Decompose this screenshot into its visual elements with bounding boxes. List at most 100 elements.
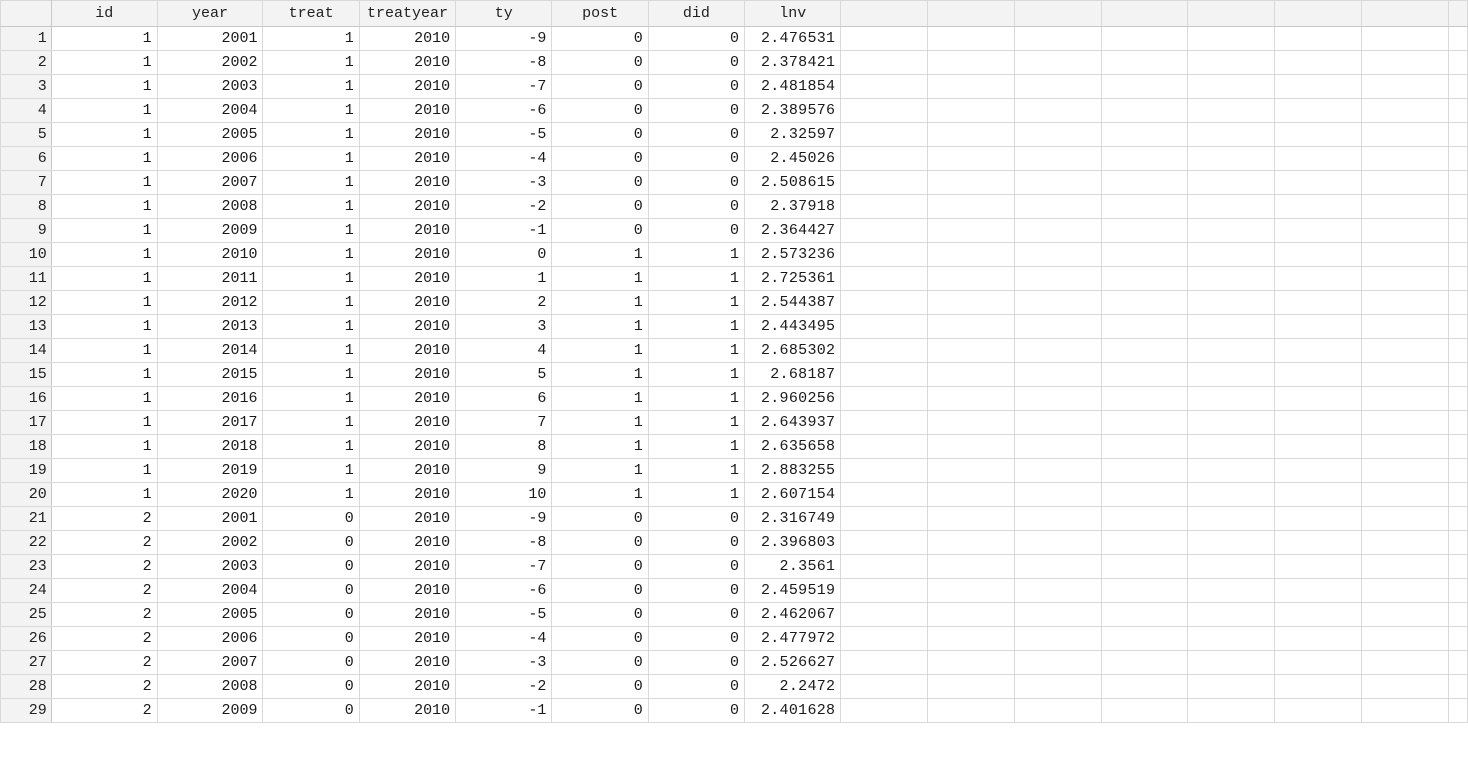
cell-treatyear[interactable]: 2010 bbox=[358, 434, 457, 459]
cell-lnv[interactable]: 2.68187 bbox=[744, 362, 842, 387]
empty-cell[interactable] bbox=[840, 698, 929, 723]
cell-id[interactable]: 1 bbox=[50, 434, 158, 459]
cell-did[interactable]: 0 bbox=[647, 122, 746, 147]
cell-ty[interactable]: -5 bbox=[455, 602, 553, 627]
cell-treat[interactable]: 1 bbox=[262, 74, 360, 99]
empty-cell[interactable] bbox=[1361, 410, 1449, 435]
empty-cell[interactable] bbox=[1274, 146, 1363, 171]
cell-post[interactable]: 0 bbox=[551, 98, 649, 123]
cell-ty[interactable]: 3 bbox=[455, 314, 553, 339]
cell-did[interactable]: 1 bbox=[647, 242, 746, 267]
cell-did[interactable]: 0 bbox=[647, 674, 746, 699]
cell-year[interactable]: 2012 bbox=[156, 290, 264, 315]
empty-cell[interactable] bbox=[1361, 26, 1449, 51]
cell-year[interactable]: 2019 bbox=[156, 458, 264, 483]
cell-did[interactable]: 1 bbox=[647, 362, 746, 387]
empty-cell[interactable] bbox=[1361, 194, 1449, 219]
cell-did[interactable]: 0 bbox=[647, 506, 746, 531]
empty-cell[interactable] bbox=[840, 530, 929, 555]
cell-treatyear[interactable]: 2010 bbox=[358, 74, 457, 99]
cell-treat[interactable]: 1 bbox=[262, 314, 360, 339]
column-header-treat[interactable]: treat bbox=[262, 0, 360, 27]
cell-id[interactable]: 2 bbox=[50, 650, 158, 675]
cell-treatyear[interactable]: 2010 bbox=[358, 578, 457, 603]
empty-column-header[interactable] bbox=[1361, 0, 1449, 27]
empty-column-header[interactable] bbox=[1274, 0, 1363, 27]
cell-treatyear[interactable]: 2010 bbox=[358, 626, 457, 651]
cell-did[interactable]: 0 bbox=[647, 194, 746, 219]
cell-treat[interactable]: 0 bbox=[262, 554, 360, 579]
empty-cell[interactable] bbox=[1013, 386, 1102, 411]
row-number[interactable]: 11 bbox=[0, 266, 52, 291]
cell-ty[interactable]: 0 bbox=[455, 242, 553, 267]
empty-cell[interactable] bbox=[927, 74, 1015, 99]
cell-post[interactable]: 0 bbox=[551, 602, 649, 627]
cell-id[interactable]: 1 bbox=[50, 218, 158, 243]
cell-treatyear[interactable]: 2010 bbox=[358, 242, 457, 267]
cell-year[interactable]: 2017 bbox=[156, 410, 264, 435]
empty-cell[interactable] bbox=[1274, 482, 1363, 507]
cell-treat[interactable]: 1 bbox=[262, 482, 360, 507]
empty-cell[interactable] bbox=[1100, 74, 1189, 99]
empty-cell[interactable] bbox=[840, 362, 929, 387]
empty-cell[interactable] bbox=[1447, 458, 1468, 483]
empty-cell[interactable] bbox=[1447, 98, 1468, 123]
cell-did[interactable]: 1 bbox=[647, 482, 746, 507]
cell-id[interactable]: 1 bbox=[50, 362, 158, 387]
empty-cell[interactable] bbox=[1361, 74, 1449, 99]
row-number[interactable]: 7 bbox=[0, 170, 52, 195]
cell-ty[interactable]: -8 bbox=[455, 530, 553, 555]
cell-did[interactable]: 0 bbox=[647, 218, 746, 243]
cell-ty[interactable]: 10 bbox=[455, 482, 553, 507]
empty-cell[interactable] bbox=[1361, 170, 1449, 195]
cell-treat[interactable]: 1 bbox=[262, 410, 360, 435]
cell-did[interactable]: 0 bbox=[647, 602, 746, 627]
empty-cell[interactable] bbox=[1013, 650, 1102, 675]
cell-post[interactable]: 0 bbox=[551, 530, 649, 555]
row-number[interactable]: 25 bbox=[0, 602, 52, 627]
empty-cell[interactable] bbox=[927, 482, 1015, 507]
empty-column-header[interactable] bbox=[927, 0, 1015, 27]
empty-cell[interactable] bbox=[1187, 218, 1276, 243]
empty-column-header[interactable] bbox=[1013, 0, 1102, 27]
cell-treatyear[interactable]: 2010 bbox=[358, 650, 457, 675]
empty-cell[interactable] bbox=[840, 506, 929, 531]
empty-cell[interactable] bbox=[1187, 626, 1276, 651]
cell-treatyear[interactable]: 2010 bbox=[358, 602, 457, 627]
empty-cell[interactable] bbox=[1447, 122, 1468, 147]
row-number[interactable]: 12 bbox=[0, 290, 52, 315]
empty-cell[interactable] bbox=[1361, 626, 1449, 651]
empty-cell[interactable] bbox=[1013, 266, 1102, 291]
empty-cell[interactable] bbox=[1013, 74, 1102, 99]
cell-id[interactable]: 1 bbox=[50, 386, 158, 411]
empty-cell[interactable] bbox=[1361, 290, 1449, 315]
cell-did[interactable]: 0 bbox=[647, 578, 746, 603]
empty-cell[interactable] bbox=[1100, 482, 1189, 507]
empty-cell[interactable] bbox=[927, 338, 1015, 363]
empty-cell[interactable] bbox=[1013, 554, 1102, 579]
cell-year[interactable]: 2005 bbox=[156, 122, 264, 147]
cell-post[interactable]: 0 bbox=[551, 674, 649, 699]
cell-did[interactable]: 0 bbox=[647, 26, 746, 51]
cell-year[interactable]: 2016 bbox=[156, 386, 264, 411]
cell-did[interactable]: 0 bbox=[647, 146, 746, 171]
cell-id[interactable]: 1 bbox=[50, 50, 158, 75]
empty-cell[interactable] bbox=[1100, 650, 1189, 675]
empty-cell[interactable] bbox=[927, 506, 1015, 531]
cell-treatyear[interactable]: 2010 bbox=[358, 482, 457, 507]
empty-cell[interactable] bbox=[840, 98, 929, 123]
row-number[interactable]: 6 bbox=[0, 146, 52, 171]
row-number[interactable]: 20 bbox=[0, 482, 52, 507]
cell-lnv[interactable]: 2.32597 bbox=[744, 122, 842, 147]
cell-lnv[interactable]: 2.685302 bbox=[744, 338, 842, 363]
empty-cell[interactable] bbox=[1100, 626, 1189, 651]
cell-post[interactable]: 0 bbox=[551, 146, 649, 171]
empty-cell[interactable] bbox=[1187, 170, 1276, 195]
empty-cell[interactable] bbox=[1447, 26, 1468, 51]
empty-cell[interactable] bbox=[1447, 362, 1468, 387]
empty-cell[interactable] bbox=[1447, 218, 1468, 243]
empty-cell[interactable] bbox=[1187, 506, 1276, 531]
cell-treat[interactable]: 1 bbox=[262, 194, 360, 219]
cell-treat[interactable]: 1 bbox=[262, 338, 360, 363]
empty-cell[interactable] bbox=[1100, 314, 1189, 339]
